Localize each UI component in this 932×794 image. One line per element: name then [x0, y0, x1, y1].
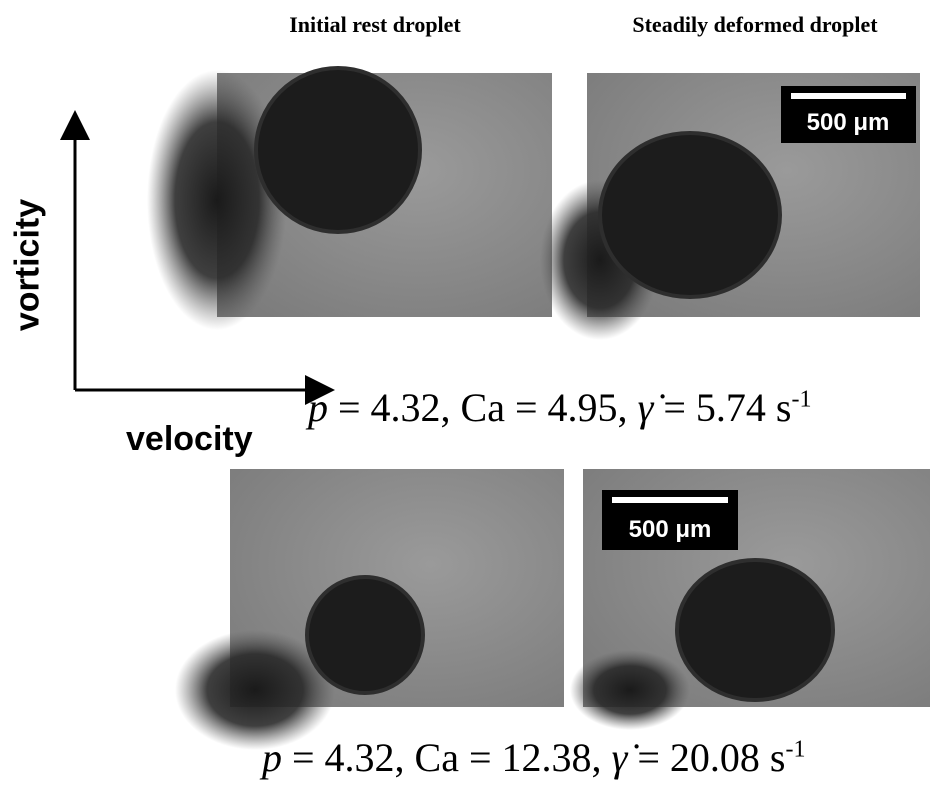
image-deformed-1: 500 μm [540, 73, 920, 340]
caption-rate: γ̇ [611, 735, 628, 780]
caption-value: = 20.08 s [637, 735, 786, 780]
caption-text: = 4.32, Ca = 4.95, [338, 385, 628, 430]
image-initial-2 [175, 469, 564, 750]
column-header: Initial rest droplet [289, 12, 461, 37]
scale-bar-label: 500 μm [629, 516, 712, 543]
image-initial-1 [147, 66, 552, 330]
axis-label: velocity [126, 420, 253, 458]
caption-symbol: p [262, 735, 282, 780]
caption-value: = 5.74 s [663, 385, 792, 430]
caption-exponent: -1 [785, 736, 806, 763]
caption-rate: γ̇ [637, 385, 654, 430]
caption-text: = 4.32, Ca = 12.38, [292, 735, 602, 780]
caption: p = 4.32, Ca = 12.38, γ̇ = 20.08 s-1 [262, 734, 805, 781]
image-deformed-2: 500 μm [570, 469, 930, 730]
caption-exponent: -1 [791, 386, 812, 413]
caption: p = 4.32, Ca = 4.95, γ̇ = 5.74 s-1 [308, 384, 811, 431]
column-header: Steadily deformed droplet [632, 12, 878, 37]
axis-label: vorticity [8, 198, 47, 332]
scale-bar-label: 500 μm [807, 109, 890, 136]
caption-symbol: p [308, 385, 328, 430]
